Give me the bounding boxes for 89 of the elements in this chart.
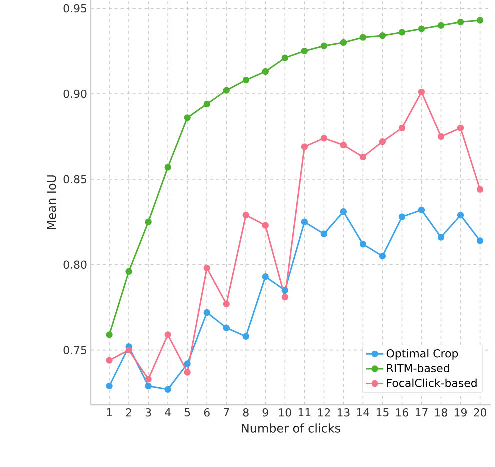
- point: [379, 138, 386, 146]
- point: [379, 32, 386, 40]
- point: [106, 382, 113, 390]
- x-tick-label: 12: [318, 408, 330, 417]
- point: [184, 360, 191, 368]
- point: [204, 264, 210, 272]
- point: [262, 68, 269, 76]
- point: [457, 124, 464, 132]
- x-tick-label: 15: [376, 408, 389, 417]
- point: [301, 144, 308, 150]
- point: [223, 300, 230, 308]
- point: [164, 386, 172, 393]
- point: [262, 273, 269, 280]
- point: [145, 218, 152, 226]
- point: [418, 206, 426, 214]
- point: [438, 234, 445, 241]
- x-tick-label: 8: [243, 408, 249, 417]
- point: [164, 164, 172, 171]
- point: [204, 100, 210, 108]
- legend-label: FocalClick-based: [387, 378, 477, 388]
- point: [457, 212, 464, 219]
- y-tick-label: 0.85: [64, 175, 87, 184]
- legend-label: Optimal Crop: [386, 349, 458, 360]
- y-axis-title: Mean IoU: [47, 176, 56, 230]
- point: [282, 54, 288, 62]
- x-tick-label: 4: [165, 408, 171, 417]
- point: [438, 22, 445, 29]
- point: [242, 76, 250, 84]
- x-tick-label: 14: [357, 408, 370, 417]
- point: [223, 87, 230, 94]
- point: [476, 17, 484, 24]
- y-tick-label: 0.80: [64, 260, 87, 270]
- x-tick-label: 5: [184, 408, 190, 417]
- y-tick-label: 0.75: [64, 346, 87, 354]
- point: [379, 252, 386, 260]
- legend-label: RITM-based: [387, 364, 450, 373]
- point: [301, 218, 308, 226]
- point: [320, 135, 328, 142]
- point: [398, 124, 406, 132]
- x-tick-label: 7: [224, 408, 230, 417]
- x-tick-label: 2: [126, 408, 132, 417]
- point: [360, 241, 367, 248]
- point: [223, 324, 230, 332]
- point: [476, 238, 484, 244]
- point: [282, 287, 288, 294]
- x-tick-label: 19: [454, 408, 467, 417]
- point: [476, 186, 484, 194]
- point: [282, 294, 288, 301]
- point: [360, 34, 367, 41]
- y-tick-label: 0.95: [64, 4, 87, 13]
- x-tick-label: 20: [474, 408, 487, 417]
- point: [145, 382, 152, 390]
- point: [184, 369, 191, 376]
- point: [320, 230, 328, 238]
- x-tick-label: 3: [146, 408, 152, 417]
- x-axis-title: Number of clicks: [242, 424, 340, 433]
- x-tick-label: 16: [396, 408, 409, 417]
- point: [418, 26, 426, 32]
- point: [126, 268, 132, 276]
- x-tick-label: 6: [204, 408, 210, 417]
- point: [438, 133, 445, 140]
- point: [204, 309, 210, 316]
- point: [340, 142, 348, 149]
- point: [145, 376, 152, 383]
- point: [262, 222, 269, 229]
- y-tick-label: 0.90: [64, 90, 87, 98]
- x-tick-label: 1: [107, 408, 112, 417]
- point: [106, 357, 113, 364]
- x-tick-label: 10: [279, 408, 292, 417]
- point: [242, 333, 250, 340]
- point: [164, 332, 172, 338]
- point: [398, 29, 406, 36]
- point: [340, 39, 348, 46]
- point: [418, 88, 426, 96]
- x-tick-label: 13: [338, 408, 350, 417]
- point: [126, 346, 132, 354]
- point: [106, 332, 113, 338]
- point: [457, 18, 464, 26]
- x-tick-label: 11: [298, 408, 311, 417]
- point: [360, 154, 367, 161]
- point: [398, 214, 406, 220]
- point: [242, 212, 250, 219]
- point: [340, 208, 348, 216]
- x-tick-label: 18: [435, 408, 448, 417]
- x-tick-label: 9: [262, 408, 268, 417]
- point: [301, 48, 308, 55]
- point: [320, 42, 328, 50]
- point: [184, 114, 191, 122]
- x-tick-label: 17: [416, 408, 428, 417]
